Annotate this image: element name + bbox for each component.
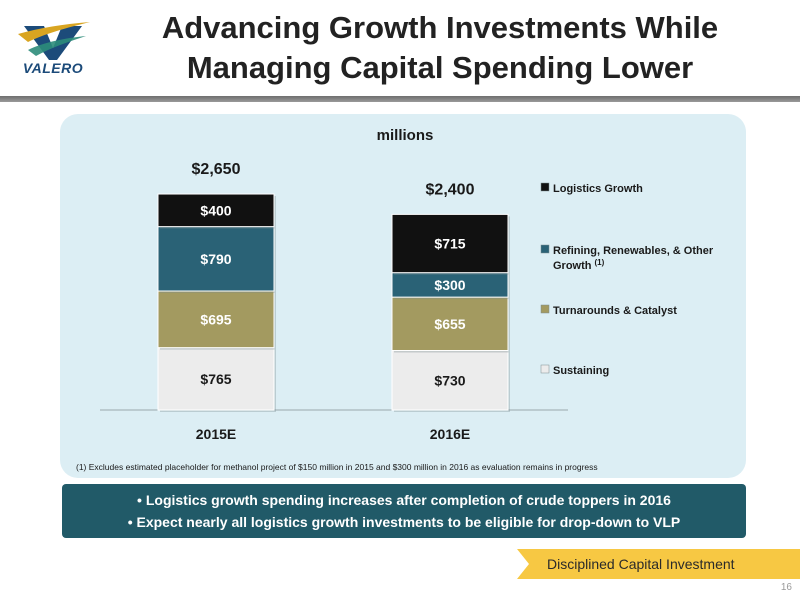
legend-label: Turnarounds & Catalyst (553, 305, 677, 317)
key-points-box: • Logistics growth spending increases af… (62, 484, 746, 538)
bar-segment (157, 226, 275, 292)
data-label: $655 (434, 316, 465, 332)
section-tag: Disciplined Capital Investment (517, 549, 800, 579)
total-label: $2,650 (192, 161, 241, 178)
x-tick-label: 2016E (430, 426, 470, 442)
data-label: $715 (434, 236, 465, 252)
stacked-bar-chart: millions $765 $695 $790 $400 $2,650 2015E $730 $… (76, 127, 714, 472)
legend-label: Refining, Renewables, & Other (553, 245, 714, 257)
bar-segment (157, 347, 275, 411)
section-tag-label: Disciplined Capital Investment (547, 556, 735, 572)
legend-swatch (540, 244, 550, 254)
data-label: $765 (200, 371, 231, 387)
bar-segment (157, 193, 275, 228)
chart-title: millions (377, 127, 434, 144)
legend-swatch (540, 304, 550, 314)
header-divider (0, 96, 800, 102)
chart-panel: millions $765 $695 $790 $400 $2,650 2015E $730 $… (60, 114, 746, 478)
legend-label: Logistics Growth (553, 183, 643, 195)
chart-footnote: (1) Excludes estimated placeholder for m… (76, 462, 598, 472)
legend-footnote-marker: (1) (595, 258, 605, 267)
title-line-2: Managing Capital Spending Lower (186, 50, 694, 85)
bar-segment (157, 290, 275, 349)
valero-logo: VALERO (14, 20, 92, 80)
logo-wordmark: VALERO (22, 60, 84, 76)
legend-swatch (540, 364, 550, 374)
data-label: $790 (200, 251, 231, 267)
total-label: $2,400 (426, 181, 475, 198)
title-line-1: Advancing Growth Investments While (161, 10, 719, 45)
page-number: 16 (780, 582, 792, 593)
legend-label: Sustaining (553, 365, 609, 377)
bullet-point: • Expect nearly all logistics growth inv… (127, 514, 681, 530)
legend-swatch (540, 182, 550, 192)
page-title: Advancing Growth Investments While Manag… (120, 8, 760, 88)
data-label: $695 (200, 311, 231, 327)
bar-segment (391, 350, 509, 411)
data-label: $300 (434, 277, 465, 293)
data-label: $400 (200, 202, 231, 218)
bar-segment (391, 213, 509, 274)
data-label: $730 (434, 372, 465, 388)
valero-v-icon (18, 22, 90, 60)
bar-segment (391, 272, 509, 298)
slide-header: VALERO Advancing Growth Investments Whil… (0, 0, 800, 102)
bullet-point: • Logistics growth spending increases af… (137, 492, 671, 508)
x-tick-label: 2015E (196, 426, 236, 442)
legend-label: Growth (1) (553, 258, 605, 272)
bar-segment (391, 296, 509, 352)
